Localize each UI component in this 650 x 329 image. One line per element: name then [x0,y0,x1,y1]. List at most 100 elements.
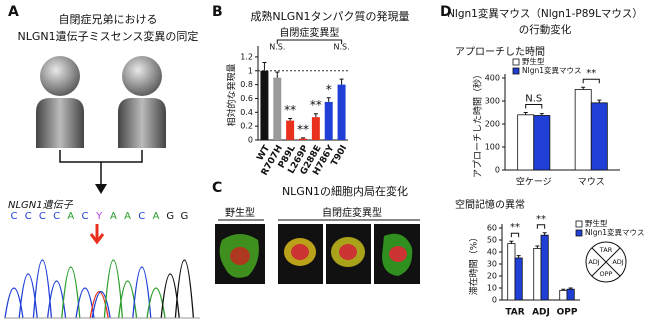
peak [4,287,24,319]
significance: ** [310,98,322,112]
y-tick-label: 1.2 [240,52,253,61]
base: A [124,211,131,222]
legend-label: Nlgn1変異マウス [585,227,644,237]
y-tick-label: 0 [495,166,500,175]
bar [337,84,346,140]
panel-label: D [440,4,452,20]
legend-swatch [575,229,583,237]
bar [533,115,551,171]
x-tick-label: マウス [578,177,605,188]
group-label: 自閉症変異型 [279,26,339,39]
base: A [153,211,160,222]
bar [590,102,608,171]
base: A [67,211,74,222]
significance: N.S [525,94,542,105]
y-tick-label: 400 [485,74,500,83]
legend-swatch [512,58,520,66]
sig-bracket [582,78,600,84]
error-bar [535,245,540,249]
y-axis-label: 相対的な発現量 [226,63,238,126]
base: G [181,211,189,222]
y-tick-label: 20 [487,272,497,281]
significance: ** [586,68,596,79]
error-bar [262,61,267,71]
chart-title: 空間記憶の異常 [455,198,525,211]
y-tick-label: 0.2 [240,122,253,131]
base: A [110,211,117,222]
error-bar [539,113,544,116]
panel-label: B [212,4,223,20]
significance: ** [510,222,520,233]
y-tick-label: 30 [487,260,497,269]
base: C [11,211,18,222]
bar [299,138,307,140]
error-bar [516,255,521,258]
base: C [82,211,89,222]
base: G [166,211,174,222]
y-tick-label: 60 [487,224,497,233]
y-tick-label: 0 [248,136,253,145]
bar [566,288,575,301]
base: Y [95,211,103,222]
peak [103,259,124,319]
y-tick-label: 200 [485,120,500,129]
y-tick-label: 40 [487,248,497,257]
bar [517,114,535,171]
bar [533,247,542,301]
y-tick-label: 50 [487,236,497,245]
panel-title: 自閉症兄弟における [59,12,158,26]
error-bar [339,78,344,85]
error-bar [288,118,293,121]
error-bar [561,288,566,291]
error-bar [568,287,573,290]
bar [574,89,592,171]
legend-swatch [575,220,583,228]
bar [559,289,568,301]
group-label: 野生型 [225,206,255,219]
sig-bracket [510,232,520,238]
significance: N.S. [269,43,285,52]
peak [61,266,81,319]
y-tick-label: 100 [485,143,500,152]
base: C [138,211,145,222]
error-bar [581,86,586,90]
bar [311,117,320,140]
group-label: 自閉症変異型 [322,206,382,219]
base: C [25,211,32,222]
peak [132,266,152,319]
mutation-arrow [89,224,105,245]
bar [324,101,333,140]
bar [273,77,282,140]
peak [89,291,109,319]
significance: ** [536,214,546,225]
base: C [53,211,60,222]
panel-title: NLGN1の細胞内局在変化 [282,184,408,198]
error-bar [509,240,514,244]
bar [507,243,516,301]
maze-label: ADJ [612,258,623,266]
legend-label: 野生型 [585,218,608,228]
panel-title: の行動変化 [519,23,572,36]
chromatogram [4,259,200,319]
panel-title: NLGN1遺伝子ミスセンス変異の同定 [18,29,199,43]
legend-swatch [512,67,520,75]
y-tick-label: 300 [485,97,500,106]
panel-label: A [8,4,19,20]
y-tick-label: 0 [492,296,497,305]
bar [286,120,295,140]
significance: ** [297,122,309,136]
y-tick-label: 1 [248,66,253,75]
maze-label: ADJ [588,258,599,266]
peak [91,291,111,319]
legend-label: Nlgn1変異マウス [522,65,581,75]
panel-title: Nlgn1変異マウス（Nlgn1-P89Lマウス） [447,7,643,20]
y-tick-label: 0.4 [240,108,253,117]
significance: * [326,82,332,96]
maze-label: OPP [600,270,613,278]
legend-label: 野生型 [522,56,545,66]
error-bar [326,97,331,102]
peak [146,287,166,319]
bar [540,234,549,301]
error-bar [301,137,305,139]
